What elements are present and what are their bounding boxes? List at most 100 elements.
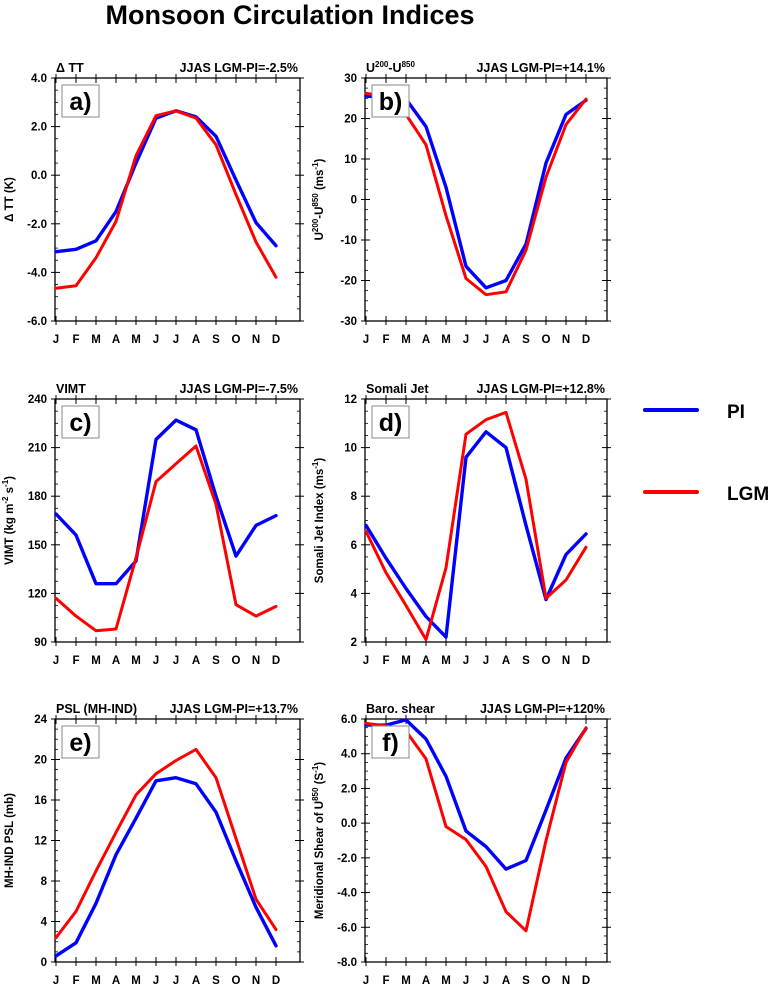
panel-title-right: JJAS LGM-PI=-2.5% (180, 61, 298, 75)
y-tick-label: 20 (344, 114, 357, 126)
superscript: -2 (1, 496, 10, 504)
x-tick-label: D (272, 334, 280, 346)
x-tick-label: D (582, 334, 590, 346)
x-tick-label: F (72, 655, 79, 667)
x-tick-label: A (422, 655, 430, 667)
y-tick-label: -8.0 (337, 957, 357, 969)
x-tick-label: N (252, 655, 260, 667)
x-tick-label: J (173, 655, 179, 667)
text-part: Somali Jet Index (ms (314, 469, 326, 583)
text-part: ) (314, 458, 326, 462)
text-part: ) (4, 476, 16, 480)
y-tick-label: 8 (351, 491, 358, 503)
panel-title-left: PSL (MH-IND) (56, 702, 137, 716)
superscript: 850 (402, 60, 416, 69)
x-tick-label: J (463, 655, 469, 667)
y-tick-label: 2.0 (341, 783, 357, 795)
panel-label: e) (69, 729, 91, 757)
x-tick-label: J (483, 334, 489, 346)
x-tick-label: M (441, 334, 451, 346)
y-tick-label: 10 (344, 154, 357, 166)
x-tick-label: M (401, 975, 411, 987)
x-tick-label: D (272, 655, 280, 667)
panel-title-right: JJAS LGM-PI=-7.5% (180, 382, 298, 396)
x-tick-label: M (401, 655, 411, 667)
x-tick-label: N (252, 334, 260, 346)
y-tick-label: -2.0 (337, 853, 357, 865)
x-tick-label: O (542, 655, 551, 667)
panel-title-right: JJAS LGM-PI=+120% (480, 702, 605, 716)
text-part: VIMT (kg m (4, 504, 16, 565)
x-tick-label: S (212, 975, 220, 987)
text-part: s (4, 487, 16, 497)
x-tick-label: M (91, 655, 101, 667)
x-tick-label: F (72, 334, 79, 346)
panel-label: c) (69, 409, 91, 437)
x-tick-label: S (522, 975, 530, 987)
x-tick-label: J (463, 334, 469, 346)
legend: PI LGM (643, 402, 769, 505)
x-tick-label: J (153, 975, 159, 987)
x-tick-label: M (131, 334, 141, 346)
legend-label-lgm: LGM (727, 484, 769, 505)
y-tick-label: 4 (41, 917, 48, 929)
x-tick-label: O (542, 975, 551, 987)
y-axis-label: Somali Jet Index (ms-1) (311, 458, 326, 584)
y-tick-label: 4.0 (31, 73, 47, 85)
series-line-lgm (54, 109, 278, 290)
panel-a: -6.0-4.0-2.00.02.04.0J F M A M J J A S O N DΔ TT JJA… (4, 61, 304, 346)
x-tick-label: J (153, 334, 159, 346)
y-tick-label: 6.0 (341, 714, 357, 726)
text-part: -U (314, 207, 326, 219)
x-tick-label: O (232, 334, 241, 346)
x-tick-label: O (542, 334, 551, 346)
x-tick-label: J (53, 334, 59, 346)
x-tick-label: N (252, 975, 260, 987)
series-line-lgm (54, 444, 278, 633)
x-tick-label: J (173, 334, 179, 346)
superscript: -1 (311, 461, 320, 469)
y-tick-label: -30 (340, 316, 357, 328)
panel-f: -8.0-6.0-4.0-2.00.02.04.06.0J F M A M J J A S O N D… (311, 702, 611, 987)
x-tick-label: N (562, 975, 570, 987)
y-axis-label: U200-U850 (ms-1) (311, 158, 326, 240)
legend-label-pi: PI (727, 402, 745, 423)
x-tick-label: D (582, 975, 590, 987)
x-tick-label: M (441, 655, 451, 667)
panel-title-left: U200-U850 (366, 60, 415, 75)
x-tick-label: M (91, 334, 101, 346)
x-tick-label: S (212, 334, 220, 346)
x-tick-label: J (53, 975, 59, 987)
y-tick-label: -10 (340, 235, 357, 247)
x-tick-label: D (582, 655, 590, 667)
superscript: -1 (1, 479, 10, 487)
panel-label-box (371, 725, 410, 759)
y-tick-label: 24 (34, 714, 47, 726)
x-tick-label: A (112, 975, 120, 987)
series-line-pi (364, 94, 588, 290)
y-tick-label: -4.0 (337, 888, 357, 900)
x-tick-label: S (212, 655, 220, 667)
series-line-lgm (54, 747, 278, 940)
y-tick-label: 210 (28, 443, 47, 455)
y-axis-label: MH-IND PSL (mb) (4, 793, 16, 888)
series-line-pi (54, 776, 278, 958)
superscript: -1 (311, 162, 320, 170)
x-tick-label: F (382, 334, 389, 346)
x-tick-label: J (53, 655, 59, 667)
x-tick-label: F (382, 975, 389, 987)
x-tick-label: A (502, 655, 510, 667)
y-tick-label: 180 (28, 491, 47, 503)
y-tick-label: -4.0 (27, 267, 47, 279)
y-axis-label: VIMT (kg m-2 s-1) (1, 476, 16, 565)
y-axis-label: Meridional Shear of U850 (S-1) (311, 762, 326, 919)
y-tick-label: 120 (28, 588, 47, 600)
x-tick-label: J (173, 975, 179, 987)
x-tick-label: J (483, 655, 489, 667)
panel-title-left: Δ TT (56, 61, 84, 75)
y-tick-label: 12 (34, 836, 47, 848)
text-part: (S (314, 773, 326, 788)
